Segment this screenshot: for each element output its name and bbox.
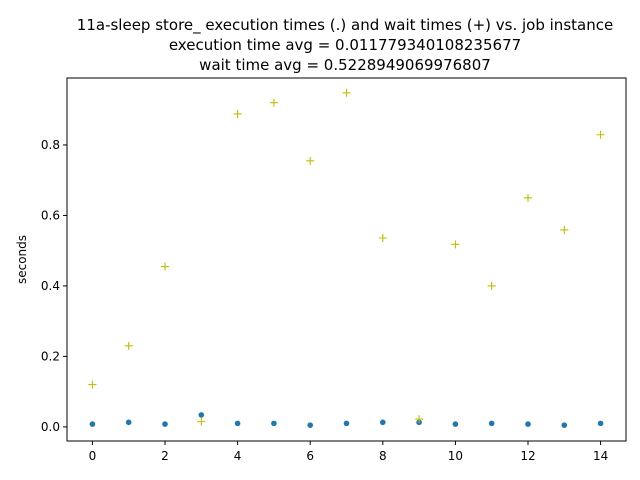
execution-time-point: [198, 412, 205, 418]
execution-time-point: [597, 420, 604, 427]
wait-time-point: [560, 225, 569, 234]
chart-title-line-1: 11a-sleep store_ execution times (.) and…: [77, 16, 613, 35]
x-tick-label: 0: [89, 449, 97, 463]
x-tick-label: 8: [379, 449, 387, 463]
wait-time-point: [487, 281, 496, 290]
wait-time-point: [342, 88, 351, 97]
wait-time-point: [161, 262, 170, 271]
x-tick-label: 10: [448, 449, 463, 463]
execution-time-point: [452, 421, 459, 427]
execution-time-point: [525, 421, 531, 427]
plot-frame: [66, 77, 627, 442]
y-tick-label: 0.0: [41, 420, 60, 434]
execution-time-point: [343, 420, 350, 427]
wait-time-point: [269, 98, 278, 107]
execution-time-point: [125, 419, 132, 426]
wait-time-point: [197, 417, 206, 426]
wait-time-point: [451, 240, 460, 249]
x-tick-label: 14: [593, 449, 608, 463]
axis-ticks: 0 2 4 6 8 10 12 14 0.0 0.2 0.4 0.6 0.8: [41, 138, 608, 463]
execution-time-point: [234, 420, 241, 427]
y-tick-label: 0.2: [41, 349, 60, 363]
y-tick-label: 0.6: [41, 208, 60, 222]
chart-title-line-3: wait time avg = 0.5228949069976807: [199, 56, 491, 74]
execution-time-point: [271, 420, 277, 427]
wait-time-point: [124, 341, 133, 350]
y-tick-label: 0.4: [41, 279, 60, 293]
x-tick-label: 12: [520, 449, 535, 463]
chart-title-line-2: execution time avg = 0.01177934010823567…: [169, 36, 521, 54]
wait-time-point: [415, 415, 424, 424]
y-axis-label: seconds: [15, 235, 29, 284]
y-tick-label: 0.8: [41, 138, 60, 152]
execution-time-point: [561, 422, 568, 428]
execution-time-point: [307, 422, 314, 428]
execution-time-point: [162, 421, 168, 427]
execution-time-point: [488, 420, 495, 427]
wait-time-point: [596, 130, 605, 139]
execution-time-point: [379, 419, 386, 426]
wait-time-point: [88, 380, 97, 389]
wait-time-point: [306, 156, 315, 165]
x-tick-label: 4: [234, 449, 242, 463]
execution-time-point: [89, 421, 96, 427]
x-tick-label: 6: [306, 449, 314, 463]
data-points: [88, 88, 605, 428]
chart-title-group: 11a-sleep store_ execution times (.) and…: [77, 16, 613, 74]
wait-time-point: [523, 193, 532, 202]
x-tick-label: 2: [161, 449, 169, 463]
wait-time-point: [378, 234, 387, 243]
wait-time-point: [233, 109, 242, 118]
